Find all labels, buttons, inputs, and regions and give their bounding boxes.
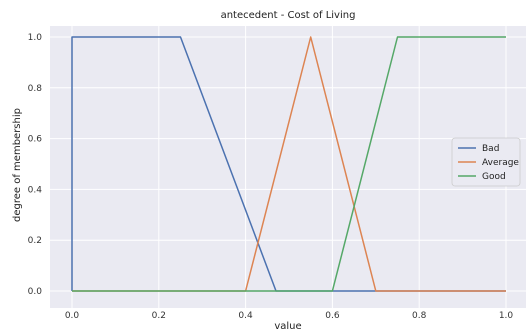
y-tick-label: 0.6 — [28, 135, 43, 145]
y-axis-label: degree of membership — [12, 108, 23, 222]
x-axis-label: value — [274, 321, 301, 332]
series-line-good — [72, 36, 506, 292]
legend-label-good: Good — [482, 172, 506, 182]
y-tick-label: 0.0 — [28, 287, 43, 297]
y-tick-label: 1.0 — [28, 33, 43, 43]
x-tick-label: 1.0 — [499, 311, 514, 321]
x-tick-labels: 0.0 0.2 0.4 0.6 0.8 1.0 — [65, 311, 514, 321]
plot-background — [50, 26, 526, 308]
x-tick-label: 0.0 — [65, 311, 80, 321]
x-tick-label: 0.4 — [238, 311, 253, 321]
y-tick-labels: 0.0 0.2 0.4 0.6 0.8 1.0 — [28, 33, 43, 297]
y-tick-label: 0.2 — [28, 236, 42, 246]
x-tick-label: 0.6 — [325, 311, 340, 321]
legend: Bad Average Good — [451, 137, 521, 187]
x-tick-label: 0.2 — [152, 311, 166, 321]
y-tick-label: 0.8 — [28, 84, 43, 94]
grid-lines — [50, 26, 526, 308]
legend-label-average: Average — [482, 158, 519, 168]
legend-label-bad: Bad — [482, 144, 499, 154]
series-line-bad — [71, 36, 506, 292]
y-tick-label: 0.4 — [28, 185, 43, 195]
series-lines — [71, 36, 506, 292]
chart-title: antecedent - Cost of Living — [221, 10, 356, 21]
x-tick-label: 0.8 — [412, 311, 427, 321]
legend-box — [451, 137, 521, 187]
